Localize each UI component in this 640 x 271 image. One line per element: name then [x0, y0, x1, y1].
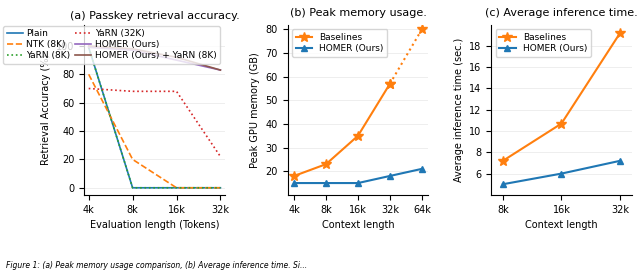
HOMER (Ours): [354, 181, 362, 185]
X-axis label: Evaluation length (Tokens): Evaluation length (Tokens): [90, 220, 220, 230]
Y-axis label: Average inference time (sec.): Average inference time (sec.): [454, 38, 463, 182]
Baselines: [322, 163, 330, 166]
Y-axis label: Retrieval Accuracy (%): Retrieval Accuracy (%): [41, 54, 51, 165]
Title: (a) Passkey retrieval accuracy.: (a) Passkey retrieval accuracy.: [70, 11, 239, 21]
HOMER (Ours): [85, 46, 93, 49]
Plain: [85, 46, 93, 49]
HOMER (Ours): [173, 59, 180, 62]
YaRN (32K): [173, 90, 180, 93]
Plain: [129, 186, 136, 189]
HOMER (Ours): [418, 167, 426, 170]
X-axis label: Context length: Context length: [525, 220, 598, 230]
Plain: [216, 186, 224, 189]
Text: Figure 1: (a) Peak memory usage comparison, (b) Average inference time. Si...: Figure 1: (a) Peak memory usage comparis…: [6, 261, 308, 270]
YaRN (32K): [85, 87, 93, 90]
Baselines: [557, 122, 565, 125]
YaRN (8K): [85, 46, 93, 49]
Line: HOMER (Ours): HOMER (Ours): [499, 157, 623, 188]
NTK (8K): [129, 158, 136, 161]
Line: Baselines: Baselines: [498, 28, 625, 166]
HOMER (Ours) + YaRN (8K): [129, 47, 136, 50]
Line: NTK (8K): NTK (8K): [89, 74, 220, 188]
YaRN (32K): [216, 155, 224, 158]
Line: HOMER (Ours): HOMER (Ours): [89, 47, 220, 70]
Line: YaRN (8K): YaRN (8K): [89, 47, 220, 188]
YaRN (8K): [216, 186, 224, 189]
HOMER (Ours): [129, 49, 136, 52]
Legend: Plain, NTK (8K), YaRN (8K), YaRN (32K), HOMER (Ours), HOMER (Ours) + YaRN (8K): Plain, NTK (8K), YaRN (8K), YaRN (32K), …: [3, 26, 220, 64]
Legend: Baselines, HOMER (Ours): Baselines, HOMER (Ours): [495, 29, 591, 57]
HOMER (Ours): [499, 183, 507, 186]
Baselines: [354, 134, 362, 137]
X-axis label: Context length: Context length: [322, 220, 394, 230]
Y-axis label: Peak GPU memory (GB): Peak GPU memory (GB): [250, 52, 260, 168]
Baselines: [386, 82, 394, 85]
HOMER (Ours): [291, 181, 298, 185]
NTK (8K): [85, 73, 93, 76]
Baselines: [499, 159, 507, 162]
Line: Baselines: Baselines: [289, 79, 395, 181]
YaRN (32K): [129, 90, 136, 93]
Title: (c) Average inference time.: (c) Average inference time.: [485, 8, 638, 18]
HOMER (Ours): [557, 172, 565, 175]
HOMER (Ours): [322, 181, 330, 185]
HOMER (Ours): [616, 159, 624, 162]
NTK (8K): [173, 186, 180, 189]
Line: YaRN (32K): YaRN (32K): [89, 89, 220, 157]
Title: (b) Peak memory usage.: (b) Peak memory usage.: [289, 8, 426, 18]
Line: Plain: Plain: [89, 47, 220, 188]
Legend: Baselines, HOMER (Ours): Baselines, HOMER (Ours): [292, 29, 387, 57]
NTK (8K): [216, 186, 224, 189]
Baselines: [291, 174, 298, 178]
Plain: [173, 186, 180, 189]
Line: HOMER (Ours) + YaRN (8K): HOMER (Ours) + YaRN (8K): [89, 46, 220, 70]
HOMER (Ours): [216, 69, 224, 72]
HOMER (Ours) + YaRN (8K): [216, 69, 224, 72]
Line: HOMER (Ours): HOMER (Ours): [291, 165, 426, 186]
YaRN (8K): [129, 186, 136, 189]
HOMER (Ours): [386, 174, 394, 178]
HOMER (Ours) + YaRN (8K): [85, 44, 93, 48]
HOMER (Ours) + YaRN (8K): [173, 56, 180, 59]
Baselines: [616, 31, 624, 35]
YaRN (8K): [173, 186, 180, 189]
